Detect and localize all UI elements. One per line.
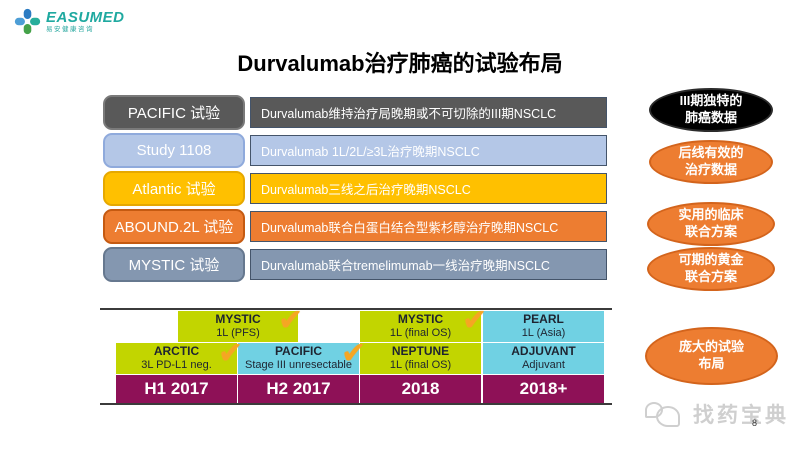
timeline-cell-arctic: ARCTIC 3L PD-L1 neg. [116, 343, 237, 374]
timeline-year-h2-2017: H2 2017 [238, 375, 359, 403]
timeline-cell-pearl: PEARL 1L (Asia) [483, 311, 604, 342]
watermark-text: 找药宝典 [693, 404, 789, 427]
brand-name: EASUMED [46, 9, 125, 26]
page-title: Durvalumab治疗肺癌的试验布局 [237, 51, 563, 76]
trial-desc-abound2l: Durvalumab联合白蛋白结合型紫杉醇治疗晚期NSCLC [250, 211, 607, 242]
trial-desc-mystic: Durvalumab联合tremelimumab一线治疗晚期NSCLC [250, 249, 607, 280]
check-icon: ✔ [218, 337, 244, 370]
trial-box-mystic: MYSTIC 试验 [103, 247, 245, 282]
highlight-oval-2: 后线有效的 治疗数据 [649, 140, 773, 184]
trial-desc-atlantic: Durvalumab三线之后治疗晚期NSCLC [250, 173, 607, 204]
trial-box-study1108: Study 1108 [103, 133, 245, 168]
check-icon: ✔ [341, 337, 367, 370]
trial-box-abound2l: ABOUND.2L 试验 [103, 209, 245, 244]
timeline-year-h1-2017: H1 2017 [116, 375, 237, 403]
timeline-year-2018: 2018 [360, 375, 481, 403]
check-icon: ✔ [462, 304, 488, 337]
brand-logo: EASUMED 易安健康咨询 [14, 8, 125, 35]
trial-desc-pacific: Durvalumab维持治疗局晚期或不可切除的III期NSCLC [250, 97, 607, 128]
medical-cross-icon [14, 8, 41, 35]
trial-desc-study1108: Durvalumab 1L/2L/≥3L治疗晚期NSCLC [250, 135, 607, 166]
timeline-cell-mystic-pfs: MYSTIC 1L (PFS) [178, 311, 298, 342]
timeline-cell-pacific: PACIFIC Stage III unresectable [238, 343, 359, 374]
timeline-cell-mystic-os: MYSTIC 1L (final OS) [360, 311, 481, 342]
check-icon: ✔ [278, 304, 304, 337]
timeline-top-divider [100, 308, 612, 310]
timeline-year-2018plus: 2018+ [483, 375, 604, 403]
highlight-oval-1: III期独特的 肺癌数据 [649, 88, 773, 132]
highlight-oval-5: 庞大的试验 布局 [645, 327, 778, 385]
timeline-cell-neptune: NEPTUNE 1L (final OS) [360, 343, 481, 374]
chat-bubbles-icon [645, 400, 685, 428]
brand-subtext: 易安健康咨询 [46, 26, 94, 33]
timeline-cell-adjuvant: ADJUVANT Adjuvant [483, 343, 604, 374]
timeline-bottom-divider [100, 403, 612, 405]
trial-box-pacific: PACIFIC 试验 [103, 95, 245, 130]
highlight-oval-4: 可期的黄金 联合方案 [647, 247, 775, 291]
highlight-oval-3: 实用的临床 联合方案 [647, 202, 775, 246]
trial-box-atlantic: Atlantic 试验 [103, 171, 245, 206]
page-number: 8 [752, 418, 758, 428]
watermark: 找药宝典 [645, 399, 789, 429]
